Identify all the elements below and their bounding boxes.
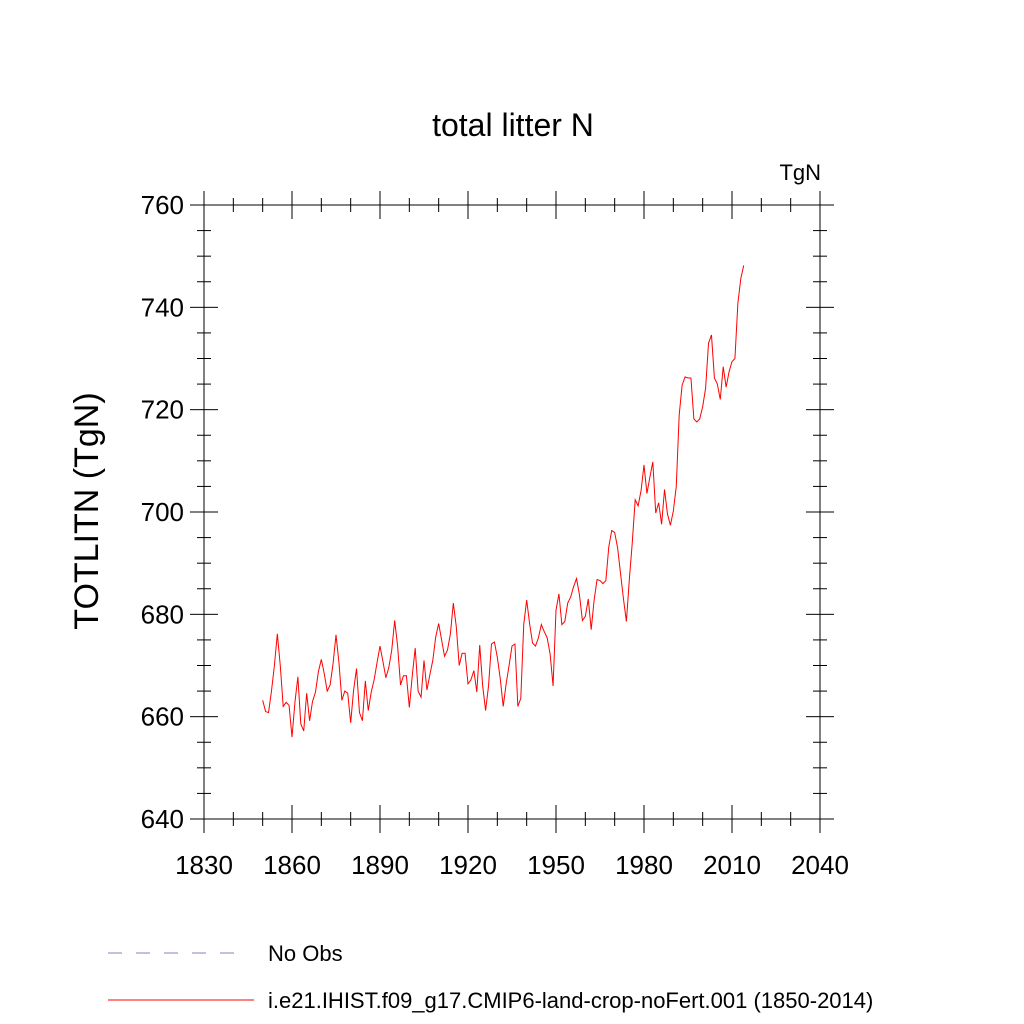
series-line xyxy=(262,265,745,738)
x-tick-label: 1860 xyxy=(263,850,321,880)
x-tick-label: 2010 xyxy=(703,850,761,880)
chart-title: total litter N xyxy=(432,107,594,143)
x-tick-label: 1920 xyxy=(439,850,497,880)
x-tick-label: 1950 xyxy=(527,850,585,880)
x-tick-label: 1890 xyxy=(351,850,409,880)
y-tick-label: 700 xyxy=(141,497,184,527)
y-tick-label: 760 xyxy=(141,190,184,220)
y-tick-label: 660 xyxy=(141,702,184,732)
y-tick-label: 740 xyxy=(141,292,184,322)
axis-ticks xyxy=(190,191,834,833)
y-tick-label: 680 xyxy=(141,599,184,629)
y-tick-labels: 640 660 680 700 720 740 760 xyxy=(141,190,184,834)
y-tick-label: 640 xyxy=(141,804,184,834)
legend-label-series: i.e21.IHIST.f09_g17.CMIP6-land-crop-noFe… xyxy=(268,988,873,1013)
legend: No Obs i.e21.IHIST.f09_g17.CMIP6-land-cr… xyxy=(108,941,873,1013)
x-tick-label: 1830 xyxy=(175,850,233,880)
units-label: TgN xyxy=(779,160,821,185)
x-tick-labels: 1830 1860 1890 1920 1950 1980 2010 2040 xyxy=(175,850,849,880)
plot-frame xyxy=(203,204,821,820)
x-tick-label: 1980 xyxy=(615,850,673,880)
y-tick-label: 720 xyxy=(141,395,184,425)
x-tick-label: 2040 xyxy=(791,850,849,880)
legend-label-no-obs: No Obs xyxy=(268,941,343,966)
y-axis-label: TOTLITN (TgN) xyxy=(68,392,106,629)
